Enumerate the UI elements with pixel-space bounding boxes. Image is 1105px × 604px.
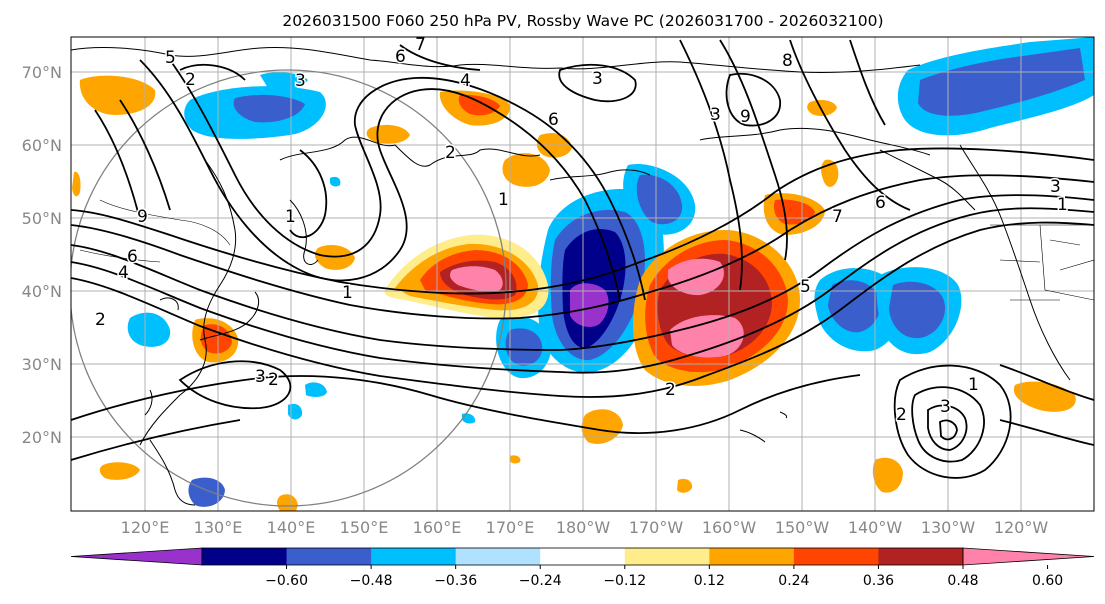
colorbar-extend-high <box>962 547 1095 566</box>
colorbar-frame <box>201 547 964 566</box>
contour-label: 3 <box>255 367 266 387</box>
colorbar-segment <box>793 548 879 565</box>
lon-label: 120°W <box>994 518 1049 537</box>
contour-labels: 5 7 6 3 4 3 8 9 2 3 6 2 9 1 1 7 6 3 1 4 … <box>94 35 1070 427</box>
contour-label: 3 <box>710 105 721 125</box>
contour-label: 7 <box>415 35 426 55</box>
contour-label: 6 <box>548 110 559 130</box>
colorbar-segment <box>878 548 964 565</box>
colorbar-tick-label: −0.12 <box>603 573 646 589</box>
map-frame <box>70 36 1095 512</box>
colorbar-segment <box>286 548 372 565</box>
lat-label: 20°N <box>22 428 62 447</box>
contour-label: 5 <box>800 277 811 297</box>
contour-label: 9 <box>137 207 148 227</box>
contour-label: 2 <box>95 310 106 330</box>
contour-label: 1 <box>498 190 509 210</box>
colorbar-tick-label: 0.48 <box>947 573 978 589</box>
lon-label: 160°E <box>413 518 462 537</box>
contour-label: 1 <box>342 283 353 303</box>
longitude-labels: 120°E 130°E 140°E 150°E 160°E 170°E 180°… <box>121 518 1049 537</box>
lon-label: 120°E <box>121 518 170 537</box>
graticule <box>71 37 1094 511</box>
colorbar-segment <box>540 548 626 565</box>
colorbar-tick-label: 0.36 <box>863 573 894 589</box>
contour-label: 3 <box>940 397 951 417</box>
contour-label: 4 <box>118 263 129 283</box>
rossby-wave-contours <box>71 39 1094 479</box>
map-panel: 5 7 6 3 4 3 8 9 2 3 6 2 9 1 1 7 6 3 1 4 … <box>71 35 1094 511</box>
lon-label: 140°W <box>848 518 903 537</box>
contour-label: 2 <box>268 370 279 390</box>
colorbar-segment <box>455 548 541 565</box>
lon-label: 140°E <box>267 518 316 537</box>
colorbar-segment <box>624 548 710 565</box>
colorbar-extend-low <box>70 547 203 566</box>
lat-label: 50°N <box>22 209 62 228</box>
contour-label: 2 <box>185 70 196 90</box>
negative-anomaly-shading <box>127 37 1094 507</box>
colorbar-tick-label: −0.48 <box>350 573 393 589</box>
contour-label: 1 <box>968 375 979 395</box>
contour-label: 1 <box>1057 195 1068 215</box>
colorbar-tick-label: 0.60 <box>1032 573 1063 589</box>
contour-label: 3 <box>1050 177 1061 197</box>
colorbar: −0.60 −0.48 −0.36 −0.24 −0.12 0.12 0.24 0.36 0.4… <box>70 547 1095 589</box>
colorbar-segment <box>202 548 288 565</box>
map-title: 2026031500 F060 250 hPa PV, Rossby Wave … <box>282 12 883 30</box>
latitude-labels: 70°N 60°N 50°N 40°N 30°N 20°N <box>22 63 62 447</box>
colorbar-segment <box>709 548 795 565</box>
lon-label: 150°E <box>340 518 389 537</box>
lon-label: 130°W <box>921 518 976 537</box>
contour-label: 7 <box>832 207 843 227</box>
coastlines <box>71 46 1071 506</box>
lat-label: 30°N <box>22 355 62 374</box>
contour-label: 4 <box>460 71 471 91</box>
lon-label: 170°W <box>629 518 684 537</box>
contour-label: 2 <box>665 380 676 400</box>
contour-label: 2 <box>896 405 907 425</box>
reference-circle <box>71 69 507 507</box>
colorbar-tick-label: 0.24 <box>778 573 809 589</box>
contour-label: 6 <box>127 247 138 267</box>
contour-label: 3 <box>592 69 603 89</box>
colorbar-tick-label: −0.60 <box>265 573 308 589</box>
colorbar-tick-label: −0.36 <box>434 573 477 589</box>
contour-label: 6 <box>875 193 886 213</box>
contour-label: 3 <box>295 71 306 91</box>
lon-label: 150°W <box>775 518 830 537</box>
lat-label: 60°N <box>22 136 62 155</box>
colorbar-tick-label: 0.12 <box>694 573 725 589</box>
lon-label: 130°E <box>194 518 243 537</box>
lon-label: 180°W <box>556 518 611 537</box>
contour-label: 2 <box>445 143 456 163</box>
contour-label: 9 <box>740 107 751 127</box>
lon-label: 170°E <box>486 518 535 537</box>
lat-label: 40°N <box>22 282 62 301</box>
contour-label: 8 <box>782 51 793 71</box>
lon-label: 160°W <box>702 518 757 537</box>
contour-label: 5 <box>165 48 176 68</box>
colorbar-segment <box>371 548 457 565</box>
contour-label: 6 <box>395 47 406 67</box>
contour-label: 1 <box>285 207 296 227</box>
lat-label: 70°N <box>22 63 62 82</box>
colorbar-tick-label: −0.24 <box>519 573 562 589</box>
